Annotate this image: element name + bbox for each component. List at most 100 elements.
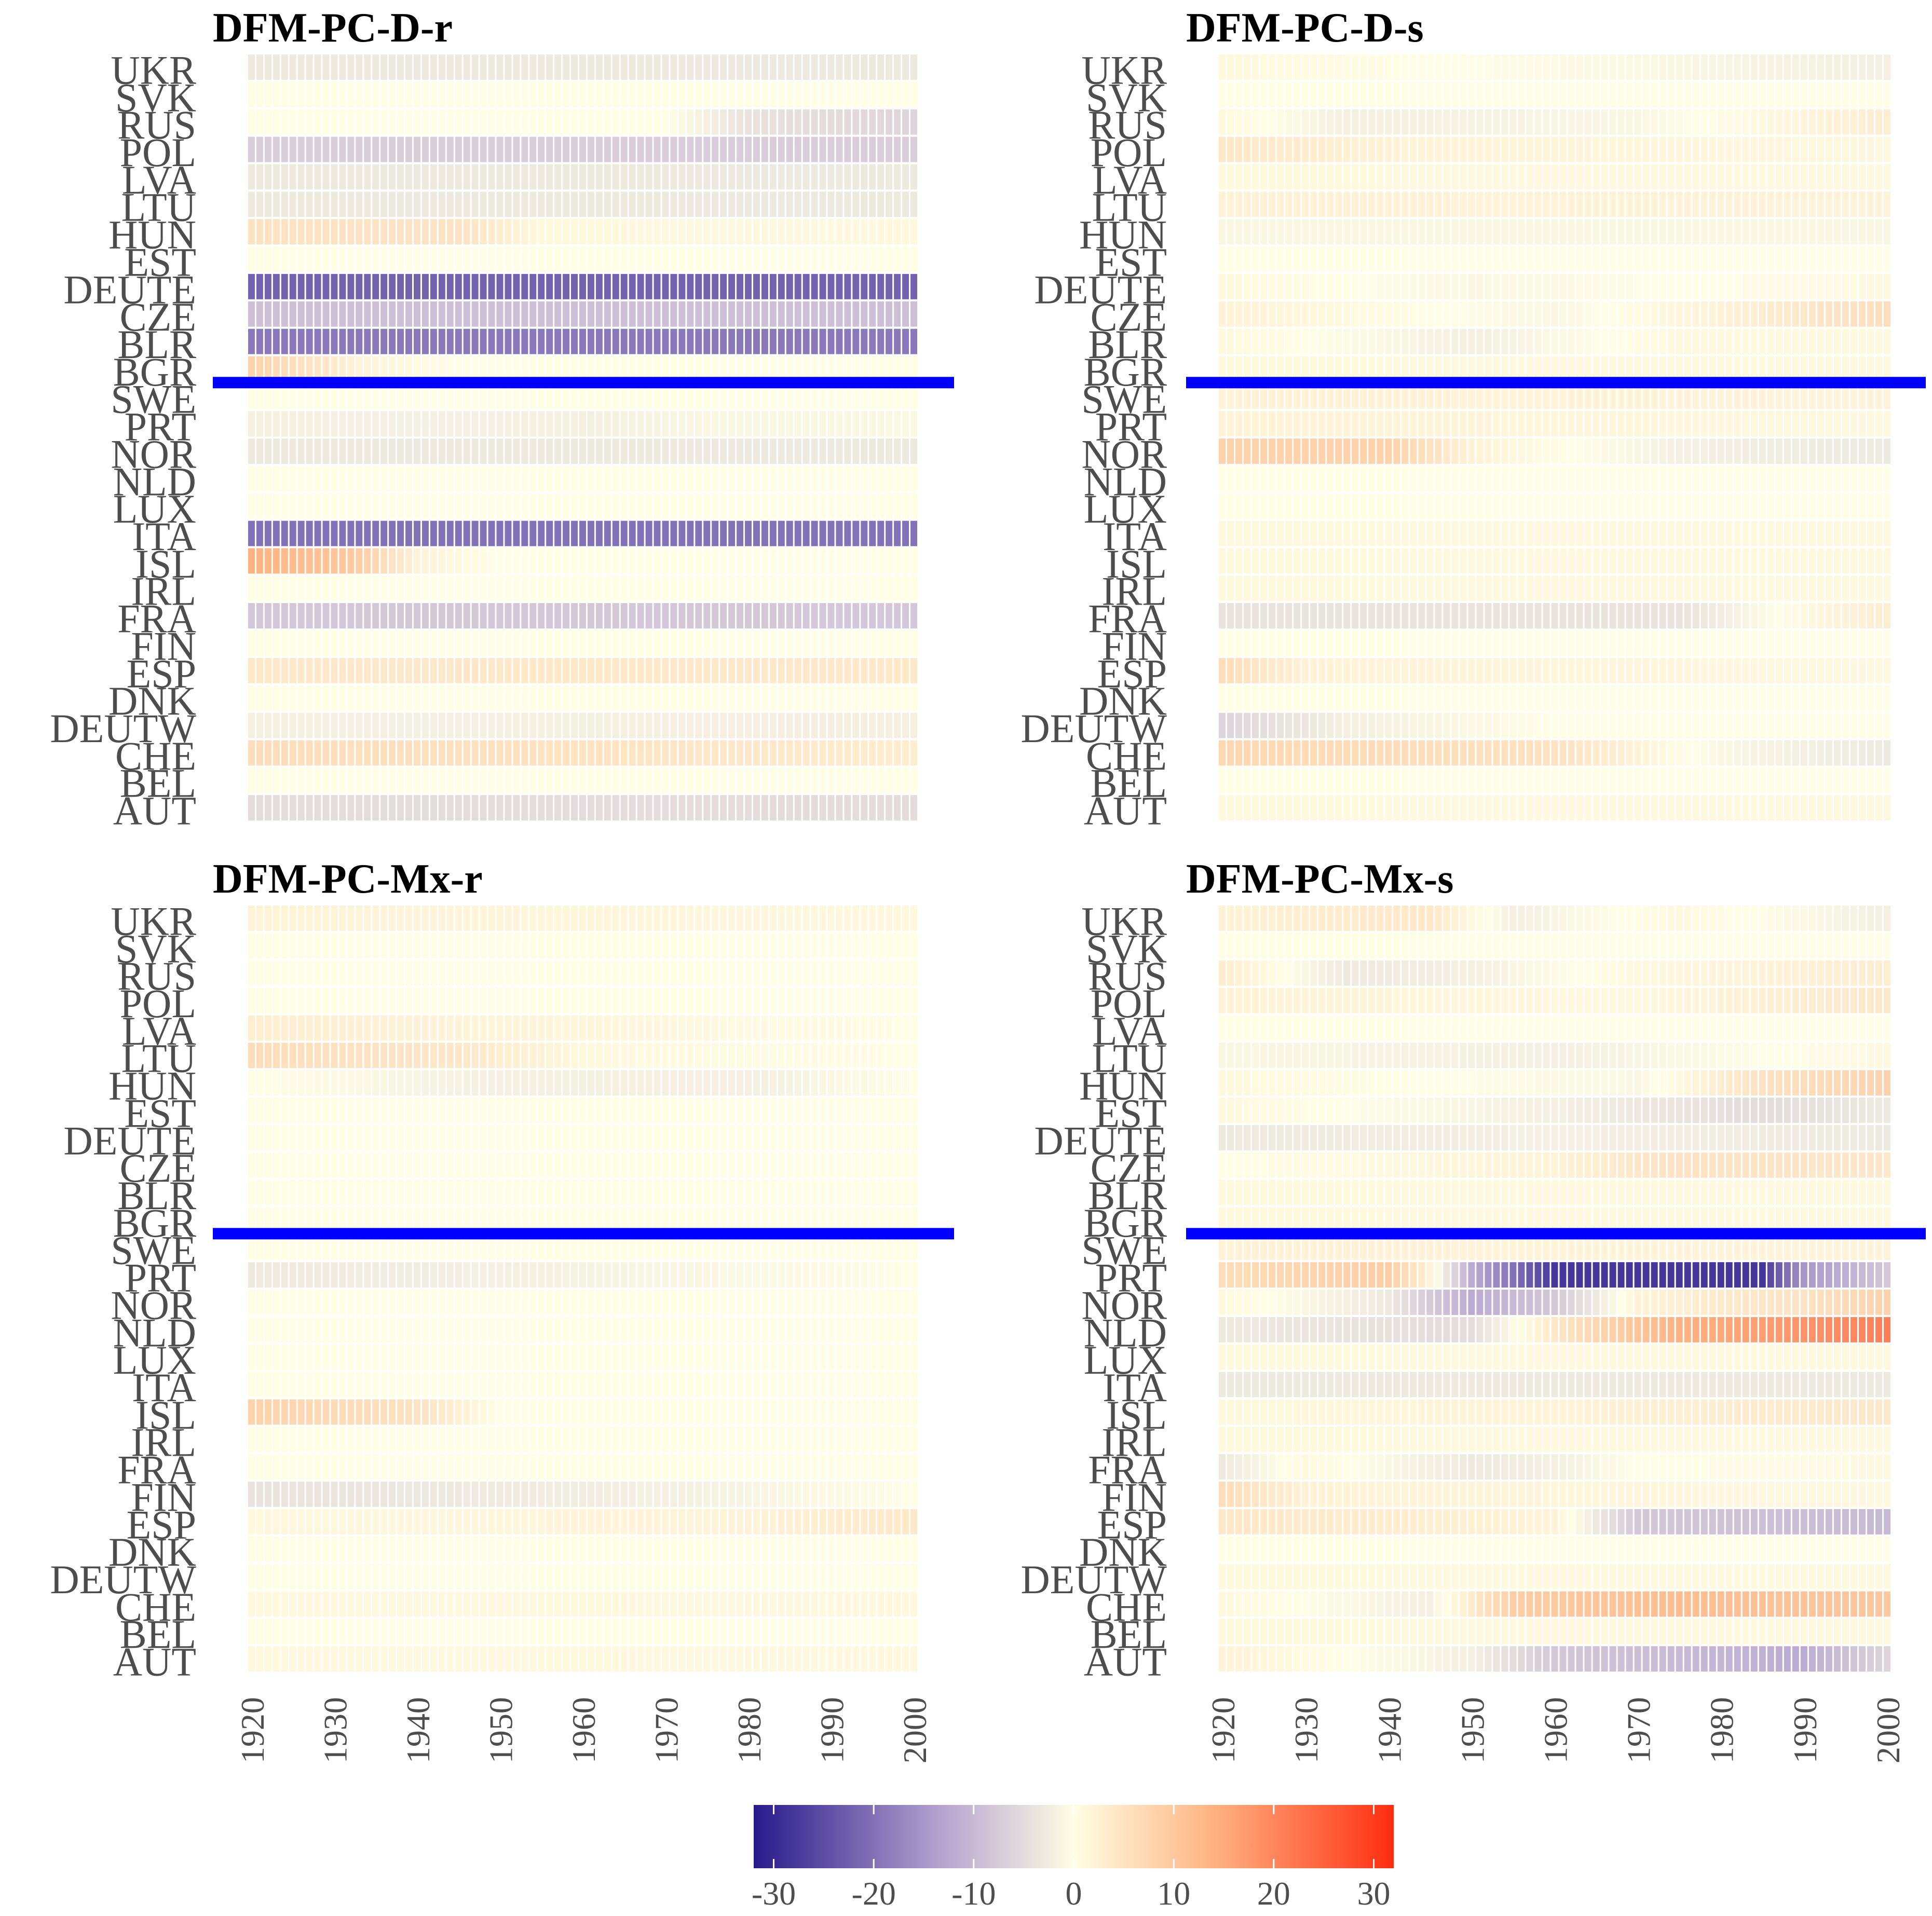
heatmap-cell — [1235, 795, 1243, 820]
heatmap-cell — [289, 1015, 296, 1041]
heatmap-cell — [1784, 631, 1791, 656]
heatmap-cell — [778, 685, 785, 711]
heatmap-cell — [1551, 164, 1558, 190]
heatmap-cell — [1410, 164, 1417, 190]
heatmap-cell — [571, 81, 578, 107]
heatmap-cell — [811, 273, 818, 299]
heatmap-cell — [1651, 548, 1658, 574]
heatmap-cell — [794, 329, 801, 354]
heatmap-cell — [1593, 329, 1600, 354]
heatmap-cell — [869, 493, 876, 519]
heatmap-cell — [819, 740, 826, 766]
heatmap-cell — [496, 631, 504, 656]
heatmap-cell — [571, 301, 578, 327]
heatmap-cell — [1576, 136, 1583, 162]
heatmap-cell — [546, 740, 553, 766]
heatmap-cell — [289, 988, 296, 1014]
heatmap-cell — [587, 906, 594, 931]
heatmap-cell — [1360, 81, 1367, 107]
heatmap-cell — [1717, 658, 1724, 683]
heatmap-cell — [620, 247, 628, 272]
heatmap-cell — [1717, 713, 1724, 738]
heatmap-cell — [273, 493, 280, 519]
heatmap-cell — [877, 329, 885, 354]
heatmap-cell — [389, 933, 396, 959]
heatmap-cell — [1742, 219, 1749, 244]
heatmap-cell — [505, 411, 512, 436]
heatmap-cell — [894, 685, 901, 711]
heatmap-cell — [314, 1015, 321, 1041]
row-label: ESP — [127, 651, 196, 696]
heatmap-cell — [1476, 631, 1484, 656]
heatmap-cell — [753, 136, 760, 162]
heatmap-cell — [256, 81, 263, 107]
heatmap-cell — [405, 81, 413, 107]
heatmap-cell — [1526, 631, 1533, 656]
heatmap-cell — [1443, 247, 1450, 272]
heatmap-cell — [563, 548, 570, 574]
heatmap-cell — [1709, 247, 1716, 272]
heatmap-cell — [1443, 740, 1450, 766]
heatmap-cell — [1260, 136, 1268, 162]
heatmap-cell — [1734, 631, 1741, 656]
heatmap-cell — [1327, 548, 1334, 574]
heatmap-cell — [248, 411, 255, 436]
heatmap-cell — [811, 136, 818, 162]
heatmap-cell — [1808, 54, 1816, 80]
heatmap-cell — [314, 439, 321, 464]
heatmap-cell — [463, 356, 470, 382]
heatmap-cell — [314, 54, 321, 80]
heatmap-cell — [1227, 795, 1234, 820]
heatmap-cell — [1385, 356, 1392, 382]
heatmap-cell — [1593, 713, 1600, 738]
heatmap-cell — [737, 685, 744, 711]
heatmap-cell — [1850, 109, 1857, 135]
heatmap-cell — [1692, 81, 1699, 107]
heatmap-cell — [1692, 191, 1699, 217]
heatmap-cell — [1858, 740, 1866, 766]
heatmap-cell — [612, 658, 619, 683]
heatmap-cell — [1842, 301, 1849, 327]
heatmap-cell — [728, 219, 736, 244]
heatmap-cell — [430, 273, 437, 299]
heatmap-cell — [637, 219, 644, 244]
heatmap-cell — [778, 219, 785, 244]
heatmap-cell — [595, 466, 603, 491]
heatmap-cell — [1277, 191, 1284, 217]
heatmap-cell — [471, 191, 479, 217]
heatmap-cell — [695, 960, 702, 986]
heatmap-cell — [654, 933, 661, 959]
heatmap-cell — [471, 164, 479, 190]
heatmap-cell — [306, 685, 313, 711]
heatmap-cell — [1659, 685, 1666, 711]
heatmap-cell — [256, 631, 263, 656]
heatmap-cell — [670, 191, 677, 217]
heatmap-cell — [1418, 768, 1425, 793]
heatmap-cell — [604, 906, 611, 931]
heatmap-cell — [836, 109, 843, 135]
heatmap-cell — [1617, 301, 1625, 327]
heatmap-cell — [1559, 411, 1567, 436]
heatmap-cell — [811, 740, 818, 766]
heatmap-cell — [281, 740, 288, 766]
heatmap-cell — [306, 466, 313, 491]
heatmap-cell — [1617, 548, 1625, 574]
heatmap-cell — [1235, 685, 1243, 711]
heatmap-cell — [886, 411, 893, 436]
heatmap-cell — [1800, 219, 1807, 244]
heatmap-cell — [595, 933, 603, 959]
heatmap-cell — [662, 384, 669, 409]
heatmap-cell — [861, 603, 868, 628]
heatmap-cell — [1792, 795, 1799, 820]
heatmap-cell — [1269, 219, 1276, 244]
heatmap-cell — [670, 1015, 677, 1041]
heatmap-cell — [1808, 109, 1816, 135]
heatmap-cell — [1402, 191, 1409, 217]
heatmap-cell — [438, 219, 445, 244]
heatmap-cell — [1584, 466, 1591, 491]
heatmap-cell — [910, 988, 917, 1014]
heatmap-cell — [1509, 219, 1517, 244]
heatmap-cell — [256, 273, 263, 299]
heatmap-cell — [505, 54, 512, 80]
heatmap-cell — [554, 713, 562, 738]
